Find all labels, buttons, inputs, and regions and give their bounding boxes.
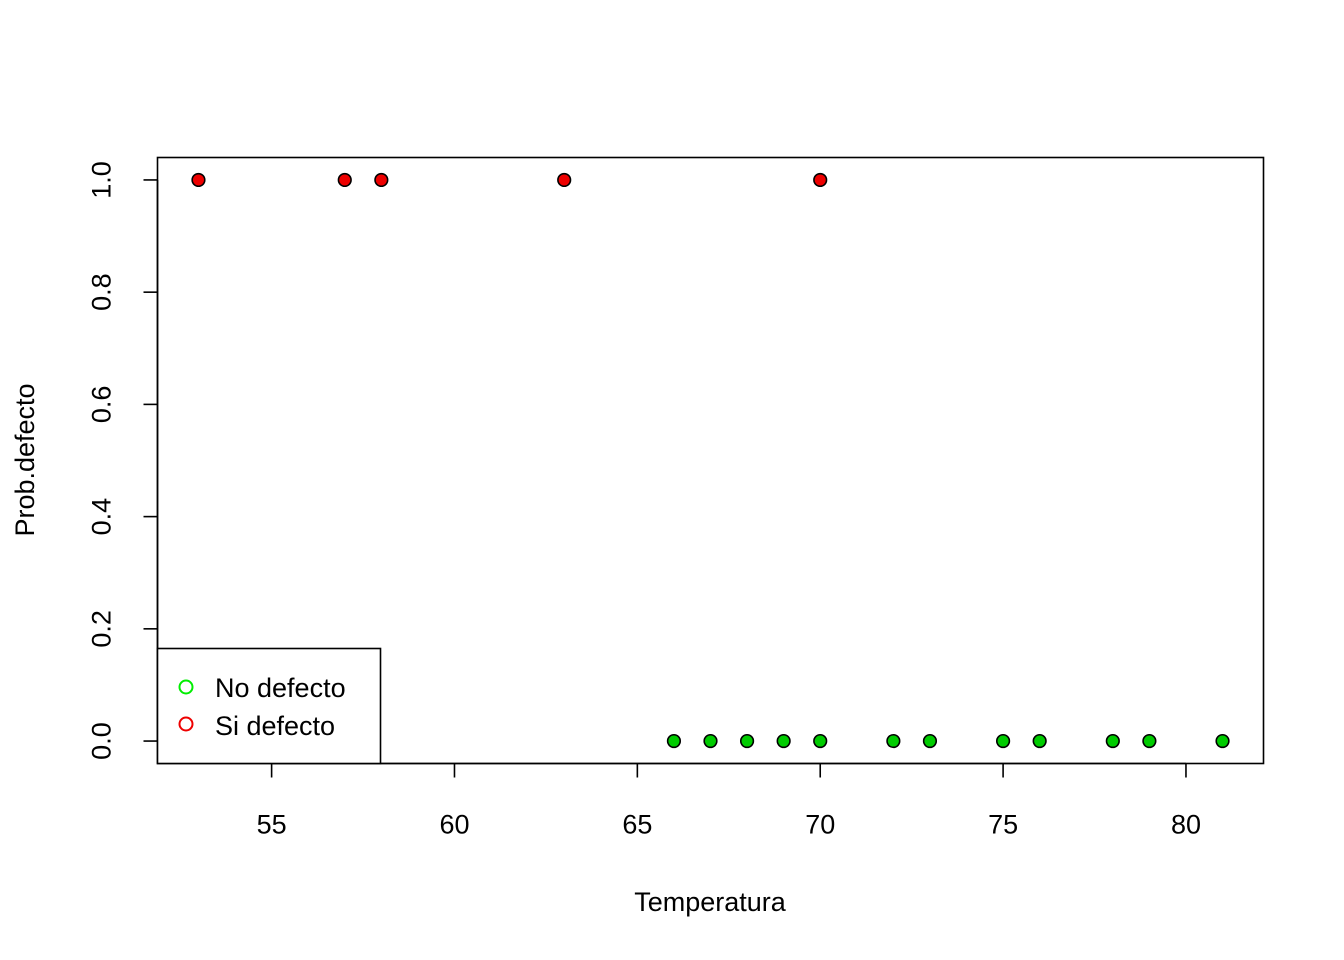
legend-label-no-defecto: No defecto bbox=[215, 673, 346, 703]
y-tick-label: 1.0 bbox=[87, 161, 117, 199]
data-point-no-defecto bbox=[666, 733, 682, 749]
y-tick-label: 0.0 bbox=[87, 722, 117, 760]
legend: No defecto Si defecto bbox=[156, 647, 382, 765]
legend-marker-si-defecto bbox=[178, 716, 194, 732]
legend-box bbox=[156, 647, 382, 765]
data-point-si-defecto bbox=[337, 172, 352, 188]
x-tick-label: 75 bbox=[988, 810, 1018, 840]
x-tick-label: 65 bbox=[622, 810, 652, 840]
data-point-no-defecto bbox=[995, 733, 1011, 749]
y-tick-label: 0.4 bbox=[87, 498, 117, 536]
data-point-no-defecto bbox=[886, 733, 901, 749]
data-point-no-defecto bbox=[1215, 733, 1230, 749]
x-axis: 55 60 65 70 75 80 bbox=[257, 762, 1201, 840]
data-point-no-defecto bbox=[1142, 733, 1157, 749]
data-point-si-defecto bbox=[191, 172, 206, 188]
x-tick-label: 70 bbox=[805, 810, 835, 840]
data-point-no-defecto bbox=[776, 733, 791, 749]
x-tick-label: 55 bbox=[257, 810, 287, 840]
data-point-si-defecto bbox=[813, 172, 828, 188]
data-points bbox=[191, 172, 1230, 749]
y-axis-label: Prob.defecto bbox=[10, 383, 40, 536]
y-tick-label: 0.2 bbox=[87, 610, 117, 648]
data-point-no-defecto bbox=[922, 733, 938, 749]
x-axis-label: Temperatura bbox=[634, 887, 787, 917]
x-tick-label: 80 bbox=[1171, 810, 1201, 840]
y-tick-label: 0.8 bbox=[87, 273, 117, 311]
y-axis: 0.0 0.2 0.4 0.6 0.8 1.0 bbox=[87, 161, 159, 760]
data-point-no-defecto bbox=[813, 733, 828, 749]
y-tick-label: 0.6 bbox=[87, 386, 117, 424]
legend-label-si-defecto: Si defecto bbox=[215, 711, 335, 741]
data-point-no-defecto bbox=[739, 733, 755, 749]
data-point-no-defecto bbox=[703, 733, 718, 749]
data-point-no-defecto bbox=[1105, 733, 1120, 749]
legend-marker-no-defecto bbox=[178, 679, 194, 695]
data-point-si-defecto bbox=[557, 172, 572, 188]
data-point-si-defecto bbox=[374, 172, 389, 188]
data-point-no-defecto bbox=[1032, 733, 1047, 749]
x-tick-label: 60 bbox=[439, 810, 469, 840]
